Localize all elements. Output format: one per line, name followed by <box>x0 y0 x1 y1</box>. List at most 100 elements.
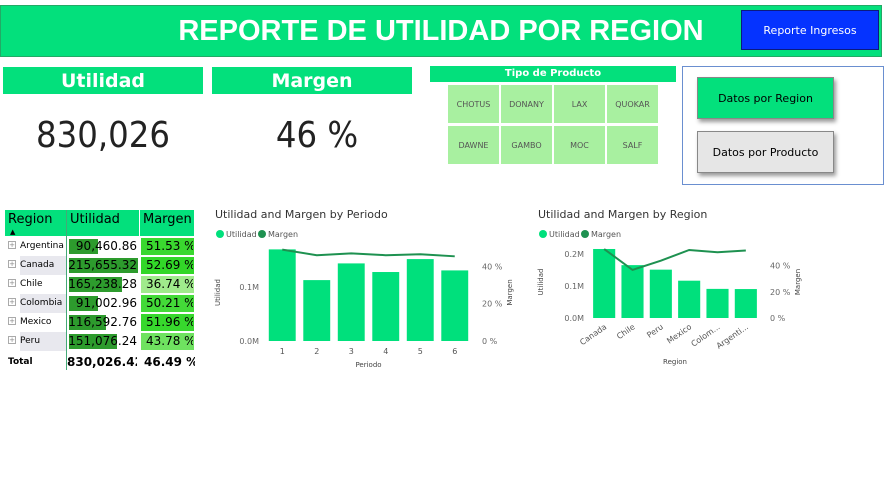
report-button[interactable]: Reporte Ingresos <box>741 10 879 50</box>
data-bar <box>69 239 98 254</box>
y2-tick-label: 0 % <box>482 337 498 346</box>
x-tick-label: 4 <box>383 347 388 356</box>
slicer-item[interactable]: QUOKAR <box>607 85 658 123</box>
chart: Utilidad and Margen by Periodo Utilidad Ma… <box>214 208 514 369</box>
header-title: REPORTE DE UTILIDAD POR REGION <box>0 5 882 57</box>
y2-tick-label: 20 % <box>770 288 791 297</box>
y2-tick-label: 40 % <box>482 262 503 271</box>
bar <box>372 272 400 341</box>
margin-fill <box>141 257 194 274</box>
data-bar <box>69 315 107 330</box>
margin-fill <box>141 238 194 255</box>
y-axis-title: Utilidad <box>214 279 222 306</box>
slicer-item[interactable]: GAMBO <box>501 126 552 164</box>
row-label: Peru <box>20 332 67 351</box>
y-tick-label: 0.0M <box>239 337 259 346</box>
card-label: Margen <box>212 67 412 94</box>
column-header: Margen <box>140 210 195 236</box>
margin-line <box>282 248 455 258</box>
bar <box>268 249 296 341</box>
y2-tick-label: 40 % <box>770 262 791 271</box>
chart: Utilidad and Margen by Region Utilidad Mar… <box>537 208 802 366</box>
x-tick-label: Argenti... <box>715 322 750 350</box>
x-tick-label: 2 <box>314 347 319 356</box>
cell-value: 51.96 % <box>146 315 193 329</box>
expand-icon: + <box>8 241 16 249</box>
card-value: 46 % <box>275 115 359 156</box>
y-tick-label: 0.1M <box>239 283 259 292</box>
column-header: Utilidad <box>67 210 140 236</box>
margin-line <box>603 248 746 272</box>
data-bar <box>69 277 122 292</box>
legend-label: Utilidad <box>549 230 580 239</box>
cell-value: 165,238.28 <box>68 277 137 291</box>
slicer-item[interactable]: DONANY <box>501 85 552 123</box>
legend-label: Margen <box>268 230 298 239</box>
cell-value: 43.78 % <box>146 334 193 348</box>
expand-icon: + <box>8 298 16 306</box>
button-panel <box>682 66 884 185</box>
x-tick-label: 6 <box>452 347 457 356</box>
y-axis-title: Utilidad <box>537 269 545 296</box>
slicer-item[interactable]: SALF <box>607 126 658 164</box>
card-value: 830,026 <box>36 115 170 156</box>
x-tick-label: Canada <box>578 322 608 347</box>
x-tick-label: 1 <box>280 347 285 356</box>
x-axis-title: Region <box>663 358 687 366</box>
bar <box>678 280 701 318</box>
cell-value: 50.21 % <box>146 296 193 310</box>
y-tick-label: 0.1M <box>564 282 584 291</box>
row-label: Mexico <box>20 313 67 332</box>
x-axis-title: Periodo <box>355 361 381 369</box>
x-tick-label: 3 <box>349 347 354 356</box>
legend-marker <box>581 230 589 238</box>
slicer-title: Tipo de Producto <box>430 66 676 82</box>
sort-icon: ▲ <box>10 228 16 236</box>
bar <box>593 248 616 318</box>
total-value: 830,026.42 <box>67 355 137 369</box>
slicer-item[interactable]: LAX <box>554 85 605 123</box>
margin-fill <box>141 295 194 312</box>
bar <box>406 259 434 341</box>
expand-icon: + <box>8 336 16 344</box>
total-value: 46.49 % <box>144 355 195 369</box>
bar <box>706 288 729 318</box>
expand-icon: + <box>8 279 16 287</box>
chart-title: Utilidad and Margen by Region <box>538 208 707 221</box>
legend-marker <box>216 230 224 238</box>
y2-axis-title: Margen <box>506 279 514 305</box>
bar <box>337 263 365 341</box>
x-tick-label: Peru <box>645 322 665 340</box>
slicer-item[interactable]: DAWNE <box>448 126 499 164</box>
x-tick-label: 5 <box>418 347 423 356</box>
y2-tick-label: 0 % <box>770 314 786 323</box>
cell-value: 90,460.86 <box>75 239 137 253</box>
x-tick-label: Chile <box>615 322 637 341</box>
y-tick-label: 0.2M <box>564 250 584 259</box>
bar <box>621 265 644 318</box>
slicer-item[interactable]: CHOTUS <box>448 85 499 123</box>
row-label: Colombia <box>20 294 67 313</box>
slicer-item[interactable]: MOC <box>554 126 605 164</box>
total-label: Total <box>8 357 33 367</box>
cell-value: 51.53 % <box>146 239 193 253</box>
cell-value: 116,592.76 <box>68 315 137 329</box>
expand-icon: + <box>8 260 16 268</box>
bar <box>734 289 757 318</box>
margin-fill <box>141 314 194 331</box>
margin-fill <box>141 276 194 293</box>
y2-tick-label: 20 % <box>482 300 503 309</box>
legend-marker <box>258 230 266 238</box>
cell-value: 52.69 % <box>146 258 193 272</box>
expand-icon: + <box>8 317 16 325</box>
nav-button[interactable]: Datos por Region <box>697 77 834 119</box>
margin-fill <box>141 333 194 350</box>
nav-button[interactable]: Datos por Producto <box>697 131 834 173</box>
cell-value: 151,076.24 <box>68 334 137 348</box>
table-divider <box>66 210 67 370</box>
row-label: Chile <box>20 275 67 294</box>
cell-value: 91,002.96 <box>75 296 137 310</box>
data-bar <box>69 296 99 311</box>
bar <box>649 269 672 318</box>
